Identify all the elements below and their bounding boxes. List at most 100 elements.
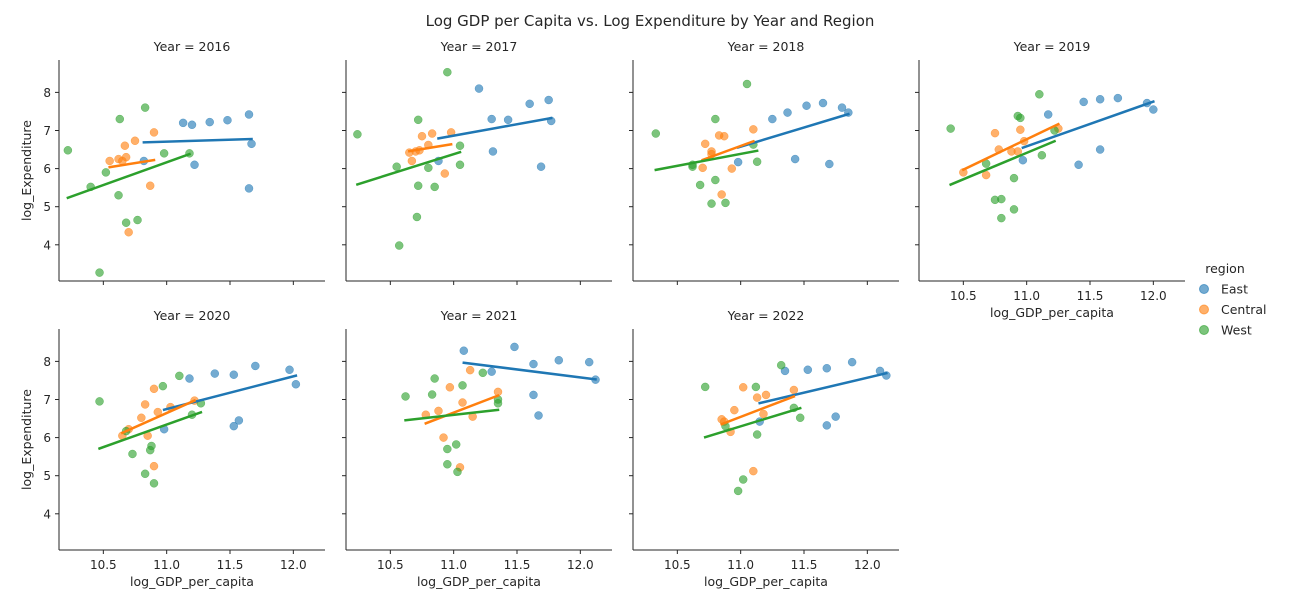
data-point <box>458 381 467 390</box>
x-tick-label: 12.0 <box>854 558 881 572</box>
data-point <box>831 412 840 421</box>
data-point <box>443 67 452 77</box>
data-point <box>727 164 737 173</box>
data-point <box>244 110 254 119</box>
data-point <box>525 99 534 109</box>
legend-marker <box>1199 325 1209 335</box>
data-point <box>95 397 104 406</box>
plot-area <box>401 342 600 477</box>
data-point <box>946 124 955 133</box>
x-tick-label: 12.0 <box>1140 289 1167 303</box>
data-point <box>121 152 131 162</box>
series-west <box>353 67 465 250</box>
data-point <box>285 365 294 375</box>
x-tick-label: 11.0 <box>440 558 467 572</box>
data-point <box>175 371 184 381</box>
data-point <box>474 84 484 93</box>
data-point <box>430 374 439 383</box>
data-point <box>353 130 362 139</box>
panel-title: Year = 2016 <box>153 39 231 54</box>
data-point <box>651 129 661 138</box>
data-point <box>427 129 437 138</box>
data-point <box>776 360 786 370</box>
data-point <box>190 160 199 170</box>
x-axis-label: log_GDP_per_capita <box>417 574 541 589</box>
data-point <box>789 385 799 395</box>
data-point <box>752 393 762 402</box>
series-central <box>959 124 1063 180</box>
data-point <box>453 467 462 477</box>
panel-title: Year = 2020 <box>153 308 231 323</box>
trend-line-west <box>654 149 759 172</box>
trend-line-central <box>120 398 197 435</box>
data-point <box>1035 90 1044 99</box>
data-point <box>761 390 771 400</box>
legend-item-west: West <box>1199 323 1252 338</box>
legend-marker <box>1199 284 1209 294</box>
plot-area <box>95 361 301 488</box>
data-point <box>1074 160 1083 170</box>
plot-area <box>651 79 853 208</box>
data-point <box>584 357 594 367</box>
data-point <box>147 441 156 451</box>
data-point <box>229 421 239 431</box>
data-point <box>121 218 131 227</box>
data-point <box>124 227 133 237</box>
series-east <box>459 342 600 420</box>
data-point <box>695 180 705 190</box>
data-point <box>698 163 707 173</box>
data-point <box>430 182 439 192</box>
data-point <box>711 175 720 185</box>
series-east <box>139 110 256 193</box>
data-point <box>768 114 777 124</box>
data-point <box>700 139 710 149</box>
data-point <box>733 157 743 167</box>
x-tick-label: 12.0 <box>280 558 307 572</box>
data-point <box>749 125 758 134</box>
panel-title: Year = 2019 <box>1013 39 1091 54</box>
data-point <box>427 390 437 399</box>
plot-area <box>353 67 556 250</box>
data-point <box>837 103 847 112</box>
data-point <box>783 108 792 117</box>
data-point <box>413 115 423 125</box>
data-point <box>205 117 214 127</box>
y-tick-label: 8 <box>43 355 51 369</box>
data-point <box>128 449 137 459</box>
data-point <box>536 162 546 171</box>
plot-area <box>946 90 1158 223</box>
panel-title: Year = 2021 <box>440 308 518 323</box>
data-point <box>822 364 832 373</box>
data-point <box>149 128 159 137</box>
data-point <box>443 460 452 469</box>
data-point <box>1095 145 1105 154</box>
trend-line-central <box>407 142 453 153</box>
x-axis-label: log_GDP_per_capita <box>704 574 828 589</box>
data-point <box>1149 105 1158 114</box>
data-point <box>392 162 401 171</box>
data-point <box>120 141 130 150</box>
data-point <box>818 98 828 108</box>
x-axis-label: log_GDP_per_capita <box>130 574 254 589</box>
data-point <box>751 382 761 392</box>
data-point <box>291 380 301 389</box>
legend-item-central: Central <box>1199 302 1267 317</box>
data-point <box>424 163 433 173</box>
x-tick-label: 11.5 <box>791 558 818 572</box>
data-point <box>158 381 168 391</box>
data-point <box>534 411 543 420</box>
data-point <box>1037 151 1047 160</box>
data-point <box>465 365 475 375</box>
data-point <box>1079 97 1088 107</box>
data-point <box>234 416 244 425</box>
trend-line-central <box>961 122 1060 172</box>
data-point <box>458 398 467 407</box>
panel-title: Year = 2018 <box>727 39 805 54</box>
data-point <box>149 461 159 471</box>
data-point <box>178 118 188 128</box>
trend-line-east <box>758 371 888 405</box>
data-point <box>1018 155 1028 165</box>
x-tick-label: 11.5 <box>1077 289 1104 303</box>
